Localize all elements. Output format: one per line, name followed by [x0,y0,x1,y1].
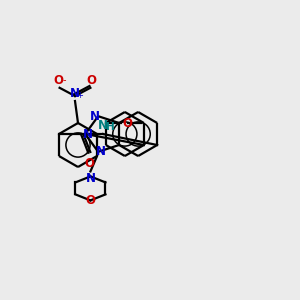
Text: O: O [122,116,132,130]
Text: N: N [90,110,100,123]
Text: N: N [83,128,93,140]
Text: H: H [106,122,115,132]
Text: +: + [76,92,83,100]
Text: -: - [63,75,66,85]
Text: N: N [96,145,106,158]
Text: O: O [85,194,95,207]
Text: O: O [86,74,96,87]
Text: O: O [54,74,64,87]
Text: N: N [70,87,80,100]
Text: N: N [98,119,108,132]
Text: N: N [85,172,95,185]
Text: O: O [84,157,94,170]
